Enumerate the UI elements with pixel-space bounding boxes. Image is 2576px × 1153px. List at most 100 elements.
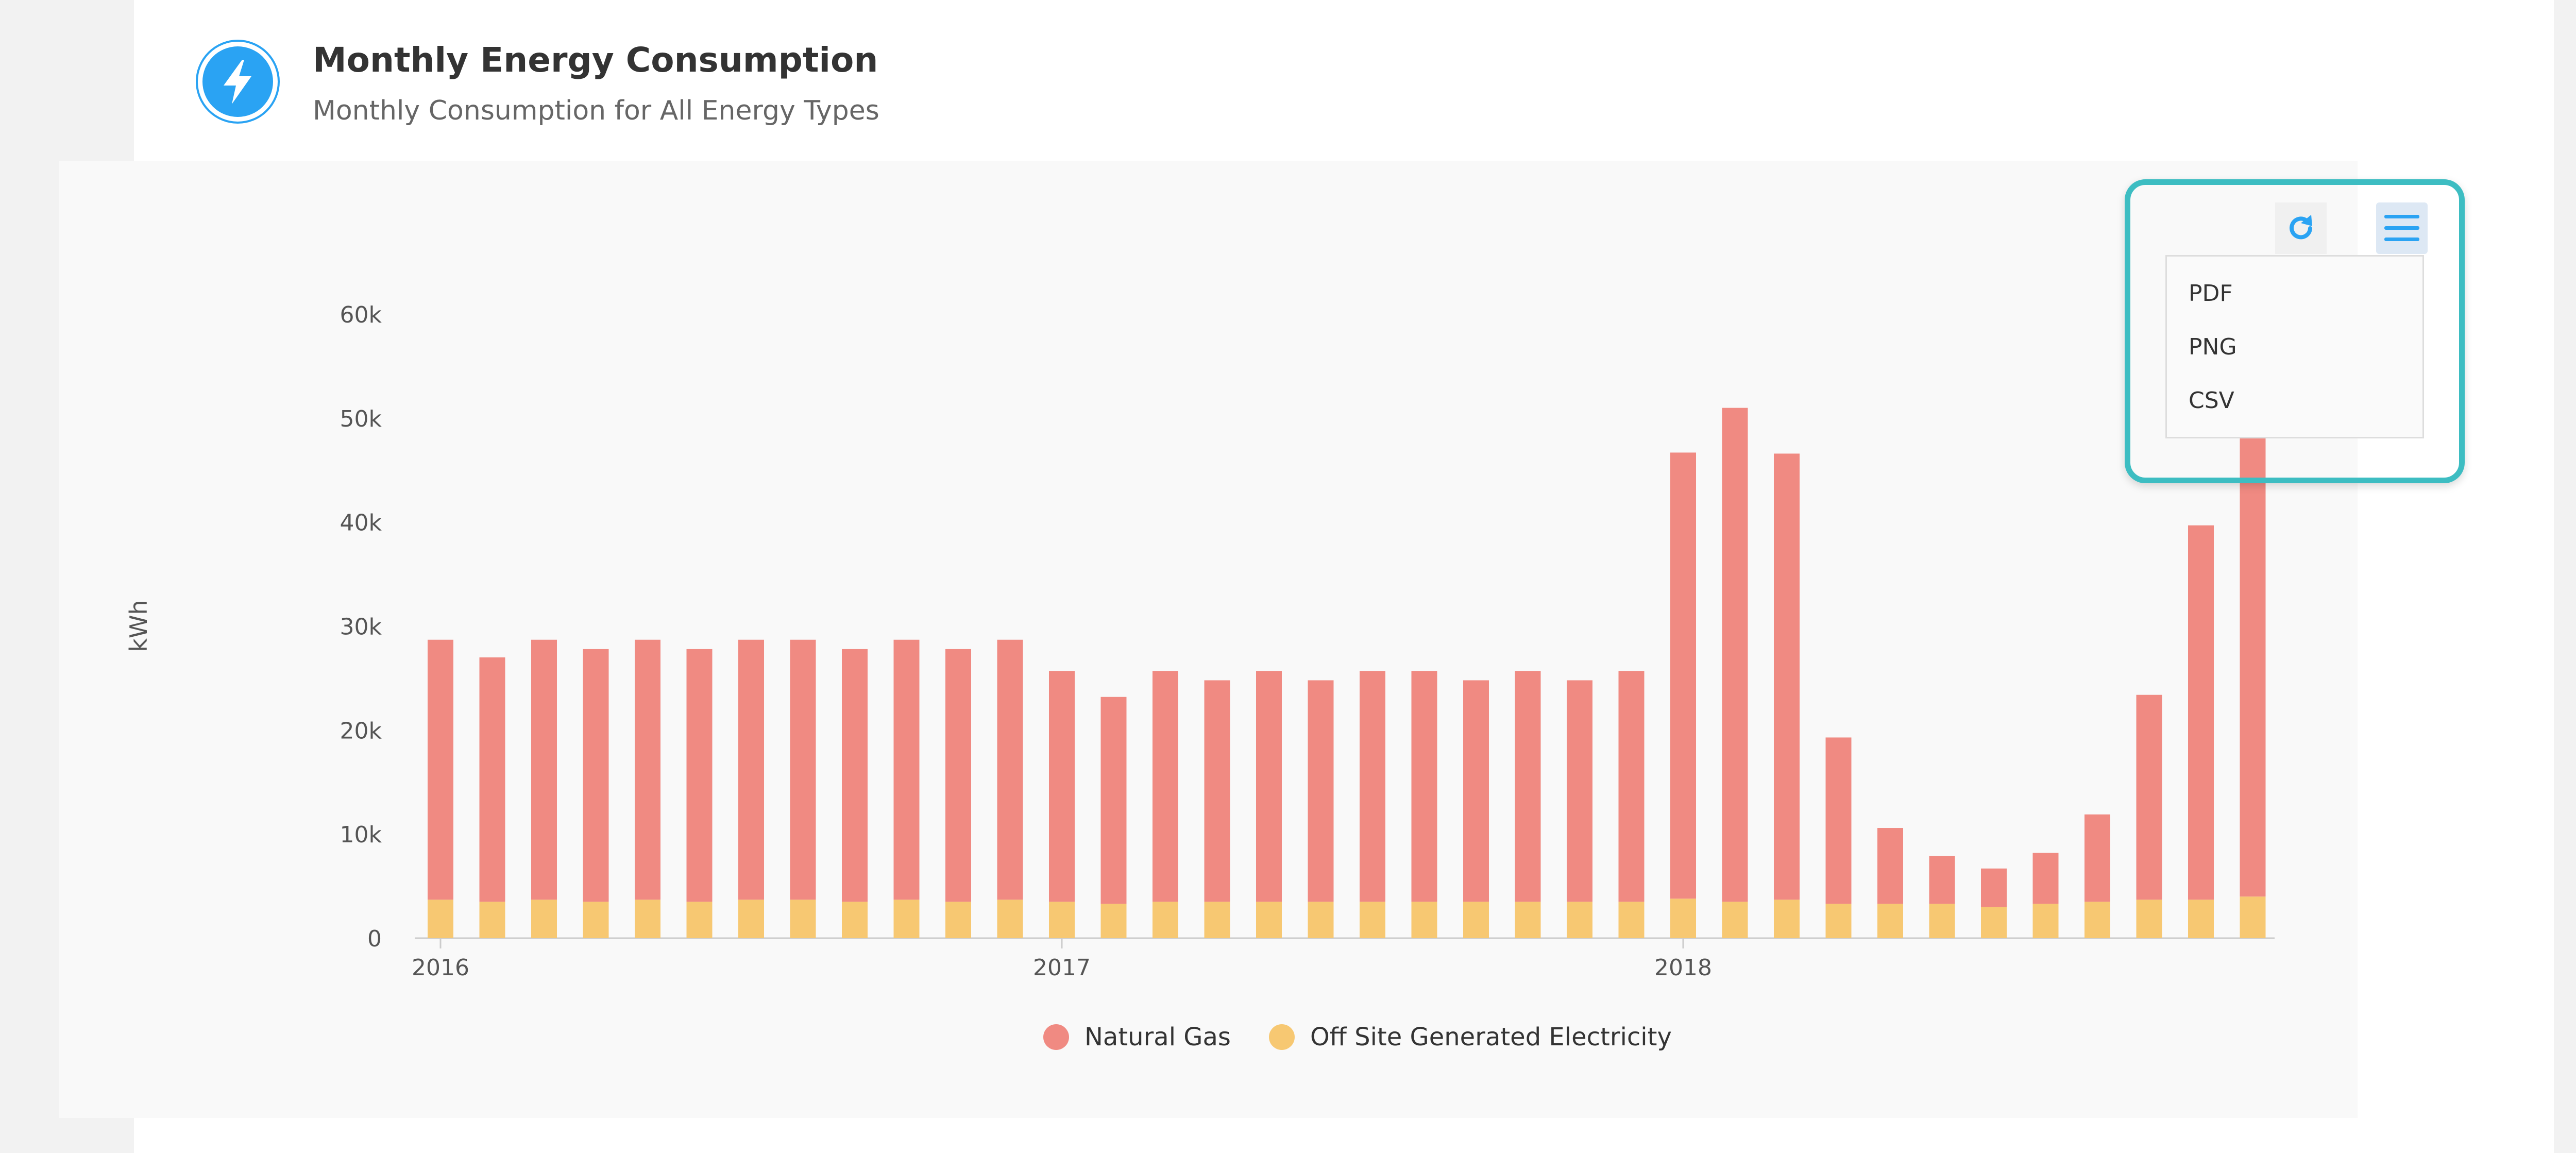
y-tick-label: 60k [340,302,382,328]
bar-natural-gas[interactable] [686,649,713,902]
x-tick-label: 2018 [1654,955,1712,981]
bar-electricity[interactable] [1722,902,1748,938]
bar-electricity[interactable] [479,902,505,938]
bar-natural-gas[interactable] [1929,856,1955,904]
y-tick-label: 20k [340,718,382,744]
bar-electricity[interactable] [1100,904,1127,938]
bar-electricity[interactable] [2032,904,2059,938]
x-tick-label: 2017 [1033,955,1091,981]
bar-natural-gas[interactable] [1722,408,1748,902]
bar-electricity[interactable] [2240,896,2266,938]
bar-electricity[interactable] [945,902,971,938]
bar-natural-gas[interactable] [2240,418,2266,897]
bar-natural-gas[interactable] [1981,868,2007,907]
hamburger-menu-icon [2384,215,2419,241]
bar-electricity[interactable] [1774,900,1800,938]
bar-natural-gas[interactable] [1463,680,1489,902]
bar-electricity[interactable] [1567,902,1592,938]
refresh-icon [2290,215,2312,240]
bar-electricity[interactable] [1618,902,1645,938]
bar-electricity[interactable] [686,902,713,938]
bar-natural-gas[interactable] [945,649,971,902]
bar-natural-gas[interactable] [1256,671,1282,902]
bar-natural-gas[interactable] [2188,525,2214,900]
export-menu-button[interactable] [2376,202,2428,254]
bar-electricity[interactable] [583,902,609,938]
bar-natural-gas[interactable] [842,649,868,902]
bar-electricity[interactable] [1981,907,2007,938]
bar-electricity[interactable] [428,900,453,938]
y-tick-label: 10k [340,822,382,848]
export-menu: PDF PNG CSV [2165,255,2424,438]
refresh-button[interactable] [2275,202,2327,254]
bar-natural-gas[interactable] [2084,814,2110,902]
bar-electricity[interactable] [1204,902,1230,938]
bar-electricity[interactable] [1929,904,1955,938]
bar-natural-gas[interactable] [2032,853,2059,904]
bar-electricity[interactable] [997,900,1023,938]
bar-natural-gas[interactable] [1670,452,1696,899]
bar-natural-gas[interactable] [428,639,453,900]
bar-natural-gas[interactable] [893,639,920,900]
bar-electricity[interactable] [2084,902,2110,938]
bar-natural-gas[interactable] [1567,680,1592,902]
bar-natural-gas[interactable] [2136,694,2162,900]
bar-electricity[interactable] [531,900,557,938]
bar-electricity[interactable] [1411,902,1437,938]
bar-natural-gas[interactable] [1360,671,1385,902]
bar-chart: 0 10k 20k 30k 40k 50k 60k kWh 2016 2017 2018 [125,302,2275,981]
bar-electricity[interactable] [1877,904,1903,938]
bar-electricity[interactable] [1515,902,1541,938]
legend-item-electricity[interactable]: Off Site Generated Electricity [1269,1022,1672,1053]
bar-natural-gas[interactable] [1877,828,1903,904]
bar-electricity[interactable] [635,900,660,938]
bar-natural-gas[interactable] [1204,680,1230,902]
bar-electricity[interactable] [1308,902,1334,938]
bar-natural-gas[interactable] [790,639,816,900]
menu-item-pdf[interactable]: PDF [2189,280,2233,307]
bar-natural-gas[interactable] [1515,671,1541,902]
legend-label-electricity: Off Site Generated Electricity [1310,1023,1672,1052]
bar-natural-gas[interactable] [1825,737,1852,904]
bar-electricity[interactable] [790,900,816,938]
bar-natural-gas[interactable] [1100,697,1127,904]
chart-subtitle: Monthly Consumption for All Energy Types [313,95,879,126]
bar-electricity[interactable] [893,900,920,938]
menu-item-csv[interactable]: CSV [2189,387,2234,414]
bar-natural-gas[interactable] [479,657,505,902]
bar-electricity[interactable] [1153,902,1178,938]
bar-electricity[interactable] [1049,902,1075,938]
legend-dot-electricity [1269,1024,1295,1050]
x-tick-label: 2016 [412,955,469,981]
bar-electricity[interactable] [1670,898,1696,938]
bar-natural-gas[interactable] [1049,671,1075,902]
bar-electricity[interactable] [2188,900,2214,938]
bar-natural-gas[interactable] [997,639,1023,900]
bar-electricity[interactable] [1825,904,1852,938]
y-tick-label: 50k [340,406,382,432]
bar-electricity[interactable] [738,900,764,938]
bar-natural-gas[interactable] [1153,671,1178,902]
legend-dot-natural-gas [1043,1024,1069,1050]
bar-natural-gas[interactable] [738,639,764,900]
bar-electricity[interactable] [1463,902,1489,938]
bar-natural-gas[interactable] [1618,671,1645,902]
bar-electricity[interactable] [2136,900,2162,938]
bar-natural-gas[interactable] [531,639,557,900]
lightning-bolt-icon [196,40,280,124]
bar-natural-gas[interactable] [1308,680,1334,902]
bar-electricity[interactable] [1360,902,1385,938]
bar-natural-gas[interactable] [1774,453,1800,900]
chart-area: 0 10k 20k 30k 40k 50k 60k kWh 2016 2017 2018 [59,161,2358,1118]
y-tick-label: 30k [340,614,382,640]
bar-natural-gas[interactable] [583,649,609,902]
bar-natural-gas[interactable] [1411,671,1437,902]
y-axis-title: kWh [125,600,152,652]
export-toolbar-highlight [2125,179,2465,483]
bar-natural-gas[interactable] [635,639,660,900]
bar-electricity[interactable] [1256,902,1282,938]
menu-item-png[interactable]: PNG [2189,334,2237,360]
legend-item-natural-gas[interactable]: Natural Gas [1043,1022,1231,1053]
legend-label-natural-gas: Natural Gas [1084,1023,1231,1052]
bar-electricity[interactable] [842,902,868,938]
